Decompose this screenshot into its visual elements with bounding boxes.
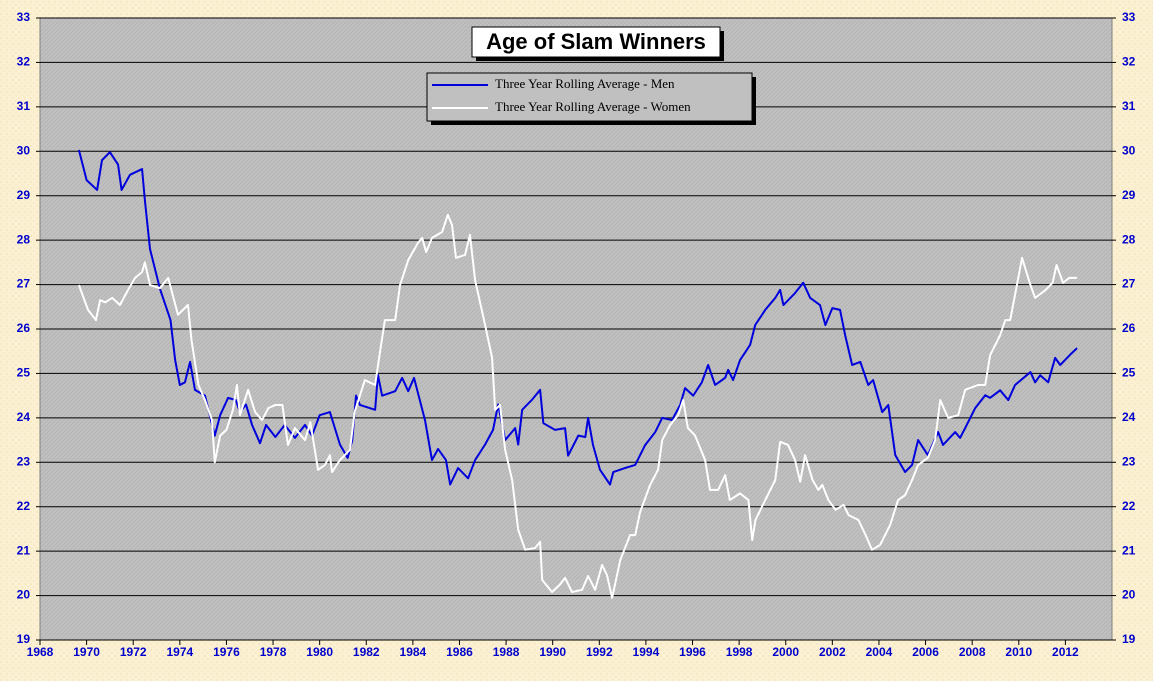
y-tick-label: 33 — [17, 10, 31, 24]
title-box — [471, 26, 721, 58]
x-tick-label: 1978 — [260, 645, 287, 659]
series-line — [77, 213, 1078, 599]
y-tick-label: 22 — [17, 499, 31, 513]
y-tick-label: 21 — [17, 543, 31, 557]
lines — [77, 149, 1078, 599]
y-tick-label: 20 — [17, 588, 31, 602]
y2-tick-label: 24 — [1122, 410, 1136, 424]
x-tick-label: 1974 — [166, 645, 193, 659]
y-tick-label: 27 — [17, 277, 31, 291]
legend-box — [426, 72, 753, 122]
y-tick-label: 29 — [17, 188, 31, 202]
y2-tick-label: 22 — [1122, 499, 1136, 513]
y-tick-label: 25 — [17, 366, 31, 380]
y2-tick-label: 33 — [1122, 10, 1136, 24]
y2-tick-label: 21 — [1122, 543, 1136, 557]
x-tick-label: 2006 — [912, 645, 939, 659]
y2-tick-label: 20 — [1122, 588, 1136, 602]
y-tick-label: 28 — [17, 232, 31, 246]
y2-tick-label: 28 — [1122, 232, 1136, 246]
x-tick-label: 2008 — [959, 645, 986, 659]
x-tick-label: 1994 — [633, 645, 660, 659]
x-tick-label: 1968 — [27, 645, 54, 659]
chart-title: Age of Slam Winners — [486, 29, 706, 54]
x-tick-label: 1996 — [679, 645, 706, 659]
x-tick-label: 1992 — [586, 645, 613, 659]
x-tick-label: 1976 — [213, 645, 240, 659]
y-tick-label: 26 — [17, 321, 31, 335]
y2-tick-label: 27 — [1122, 277, 1136, 291]
y2-tick-label: 29 — [1122, 188, 1136, 202]
y2-tick-label: 25 — [1122, 366, 1136, 380]
y2-tick-label: 26 — [1122, 321, 1136, 335]
x-tick-label: 2000 — [772, 645, 799, 659]
y-tick-label: 24 — [17, 410, 31, 424]
series-line — [77, 149, 1078, 486]
y-tick-label: 31 — [17, 99, 31, 113]
y2-tick-label: 23 — [1122, 454, 1136, 468]
y2-tick-label: 31 — [1122, 99, 1136, 113]
y-tick-label: 23 — [17, 454, 31, 468]
x-tick-label: 1988 — [493, 645, 520, 659]
x-tick-label: 1998 — [726, 645, 753, 659]
legend-label: Three Year Rolling Average - Men — [495, 76, 675, 91]
x-tick-label: 1982 — [353, 645, 380, 659]
y-tick-label: 32 — [17, 55, 31, 69]
y2-tick-label: 32 — [1122, 55, 1136, 69]
x-tick-label: 1986 — [446, 645, 473, 659]
x-tick-label: 2004 — [866, 645, 893, 659]
y-tick-label: 19 — [17, 632, 31, 646]
y2-tick-label: 19 — [1122, 632, 1136, 646]
x-tick-label: 1980 — [306, 645, 333, 659]
x-tick-label: 1984 — [400, 645, 427, 659]
legend: Three Year Rolling Average - Men Three Ye… — [426, 72, 756, 125]
legend-label: Three Year Rolling Average - Women — [495, 99, 691, 114]
x-tick-label: 2002 — [819, 645, 846, 659]
x-tick-label: 2010 — [1005, 645, 1032, 659]
x-tick-label: 1990 — [539, 645, 566, 659]
y-tick-label: 30 — [17, 143, 31, 157]
y2-tick-label: 30 — [1122, 143, 1136, 157]
x-tick-label: 1970 — [73, 645, 100, 659]
x-tick-label: 2012 — [1052, 645, 1079, 659]
x-tick-label: 1972 — [120, 645, 147, 659]
ticks: 19 20 21 22 23 24 25 26 27 28 29 30 31 32 33 19 20 21 22 23… — [17, 10, 1136, 659]
